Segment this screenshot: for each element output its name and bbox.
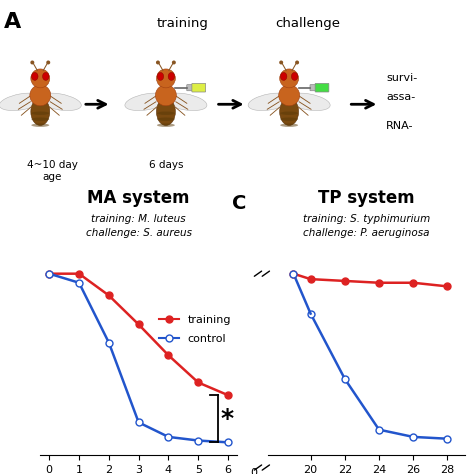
Ellipse shape [163,93,207,110]
FancyBboxPatch shape [315,83,329,92]
Circle shape [280,69,299,88]
Text: training: training [156,17,209,29]
Ellipse shape [280,118,298,121]
training [195,380,201,385]
Circle shape [156,61,160,64]
Ellipse shape [156,98,175,126]
Line: control: control [46,270,231,446]
Circle shape [295,61,299,64]
training [76,271,82,276]
FancyBboxPatch shape [187,85,193,91]
Ellipse shape [157,111,175,115]
Ellipse shape [43,73,49,81]
Ellipse shape [168,73,174,81]
Legend: training, control: training, control [154,310,236,348]
Ellipse shape [37,93,82,110]
Circle shape [31,69,50,88]
training [165,353,171,358]
Ellipse shape [157,73,164,81]
Text: MA system: MA system [87,189,190,207]
Circle shape [172,61,176,64]
Circle shape [46,61,50,64]
Text: challenge: challenge [275,17,341,29]
Text: training: S. typhimurium: training: S. typhimurium [302,214,430,224]
FancyBboxPatch shape [310,85,316,91]
Circle shape [156,69,175,88]
Circle shape [30,61,34,64]
Ellipse shape [0,93,44,110]
FancyBboxPatch shape [192,83,206,92]
Ellipse shape [280,123,298,127]
training [46,271,52,276]
control [76,280,82,286]
Ellipse shape [286,93,330,110]
Ellipse shape [292,73,298,81]
Text: *: * [220,407,233,431]
Ellipse shape [31,118,49,121]
control [136,419,141,425]
Ellipse shape [157,123,175,127]
Text: RNA-: RNA- [386,120,414,131]
Text: TP system: TP system [318,189,414,207]
Ellipse shape [30,85,51,106]
Ellipse shape [32,73,38,81]
Ellipse shape [155,85,176,106]
Ellipse shape [281,73,287,81]
Ellipse shape [279,85,300,106]
control [46,271,52,276]
control [195,438,201,443]
Text: challenge: P. aeruginosa: challenge: P. aeruginosa [303,228,429,238]
Ellipse shape [31,123,49,127]
control [225,439,231,445]
Line: training: training [46,270,231,399]
Ellipse shape [280,98,299,126]
Ellipse shape [157,118,175,121]
Ellipse shape [31,98,50,126]
Text: survi-: survi- [386,73,418,83]
Circle shape [279,61,283,64]
control [106,340,112,346]
Text: C: C [232,194,247,213]
Text: 4~10 day
age: 4~10 day age [27,160,78,182]
training [225,392,231,398]
Text: A: A [4,12,21,32]
control [165,434,171,440]
Text: assa-: assa- [386,92,416,102]
Text: training: M. luteus: training: M. luteus [91,214,186,224]
Ellipse shape [31,111,49,115]
Text: 6 days: 6 days [149,160,183,170]
Ellipse shape [125,93,169,110]
training [106,292,112,298]
Ellipse shape [248,93,292,110]
Ellipse shape [280,111,298,115]
Text: 0: 0 [251,467,257,474]
Text: challenge: S. aureus: challenge: S. aureus [86,228,191,238]
training [136,322,141,328]
